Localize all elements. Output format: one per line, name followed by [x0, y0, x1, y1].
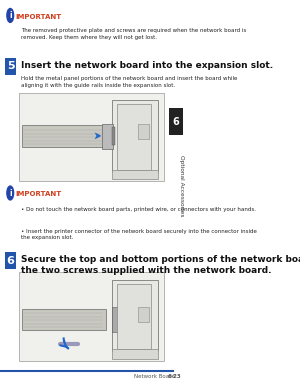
Bar — [112, 280, 158, 351]
Bar — [112, 307, 119, 332]
FancyBboxPatch shape — [5, 58, 16, 75]
Circle shape — [7, 8, 14, 22]
Text: • Insert the printer connector of the network board securely into the connector : • Insert the printer connector of the ne… — [21, 229, 257, 240]
Text: 5: 5 — [7, 61, 14, 71]
Text: Hold the metal panel portions of the network board and insert the board while
al: Hold the metal panel portions of the net… — [21, 76, 238, 88]
Text: Network Board: Network Board — [134, 374, 175, 379]
Text: i: i — [9, 11, 12, 20]
Bar — [112, 127, 115, 145]
Bar — [138, 124, 149, 139]
Text: 6: 6 — [172, 117, 179, 127]
Text: Secure the top and bottom portions of the network board with
the two screws supp: Secure the top and bottom portions of th… — [21, 255, 300, 275]
Text: IMPORTANT: IMPORTANT — [16, 14, 62, 20]
Text: 6: 6 — [7, 256, 15, 266]
Bar — [169, 108, 182, 135]
Bar — [19, 272, 164, 361]
Text: IMPORTANT: IMPORTANT — [16, 191, 62, 197]
Bar — [112, 349, 158, 359]
Text: Insert the network board into the expansion slot.: Insert the network board into the expans… — [21, 61, 274, 69]
Bar — [101, 124, 113, 149]
FancyBboxPatch shape — [5, 252, 16, 269]
Bar — [138, 307, 149, 322]
Bar — [112, 170, 158, 179]
Circle shape — [7, 186, 14, 200]
Bar — [22, 125, 106, 147]
Text: The removed protective plate and screws are required when the network board is
r: The removed protective plate and screws … — [21, 28, 247, 40]
Bar — [22, 309, 106, 330]
Bar — [112, 100, 158, 172]
Bar — [19, 93, 164, 181]
Text: • Do not touch the network board parts, printed wire, or connectors with your ha: • Do not touch the network board parts, … — [21, 207, 256, 212]
Text: i: i — [9, 188, 12, 198]
Bar — [117, 284, 151, 349]
Text: 6-23: 6-23 — [168, 374, 182, 379]
Bar — [117, 104, 151, 170]
Text: Optional Accessories: Optional Accessories — [179, 154, 184, 216]
